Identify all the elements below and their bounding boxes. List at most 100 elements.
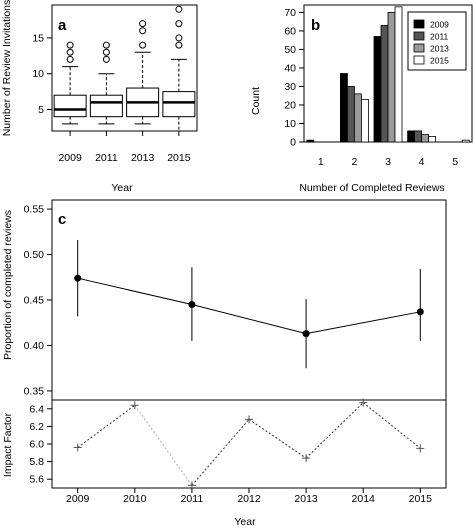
panel-b-ytick-label: 60 — [284, 25, 296, 37]
panel-c-point — [416, 308, 424, 316]
panel-c-xtick-label: 2010 — [123, 493, 147, 505]
panel-a-outlier — [175, 5, 183, 13]
panel-c-ytick-label: 0.40 — [24, 340, 45, 352]
panel-b-bar — [353, 93, 362, 143]
panel-b-xtick-label: 3 — [385, 156, 391, 168]
panel-b-bar — [387, 12, 396, 143]
panel-a-ytick-label: 10 — [32, 68, 44, 80]
panel-c-point — [74, 274, 82, 282]
panel-a-outlier — [139, 41, 147, 49]
panel-b-legend-swatch — [413, 19, 425, 29]
panel-c-xtick-label: 2015 — [409, 493, 433, 505]
panel-b-legend-label: 2015 — [430, 56, 449, 66]
panel-b-xtick-label: 5 — [452, 156, 458, 168]
panel-a-outlier — [66, 48, 74, 56]
panel-c-xlabel: Year — [234, 516, 256, 528]
panel-b-xtick-label: 1 — [318, 156, 324, 168]
panel-a-xtick-label: 2011 — [95, 152, 118, 164]
panel-b-legend-label: 2011 — [430, 32, 449, 42]
panel-a-outlier — [139, 20, 147, 28]
panel-a-outlier — [102, 41, 110, 49]
panel-b-bar — [414, 130, 423, 143]
panel-b-bar — [428, 136, 437, 143]
panel-b-bar — [461, 139, 470, 143]
panel-c-impact-segment — [362, 402, 421, 449]
panel-b-legend-swatch — [413, 43, 425, 53]
panel-a-outlier — [102, 55, 110, 63]
panel-b-bar-chart: b Number of Completed Reviews Count 0 10 2… — [250, 4, 473, 194]
panel-b-xtick-label: 4 — [419, 156, 425, 168]
panel-c-ytick-label: 0.55 — [24, 204, 45, 216]
panel-c-lower-ytick-label: 6.4 — [29, 403, 44, 415]
panel-c-ytick-label: 0.45 — [24, 295, 45, 307]
panel-a-xlabel: Year — [111, 182, 133, 194]
panel-c-ytick-label: 0.50 — [24, 249, 45, 261]
panel-b-bar — [306, 139, 315, 143]
panel-b-legend-swatch — [413, 55, 425, 65]
panel-c-frame — [51, 199, 447, 489]
panel-a-outlier — [175, 34, 183, 42]
panel-a-boxplot: a Year Number of Review Invitations 5 10 1… — [1, 0, 198, 194]
panel-c-impact-segment — [248, 418, 307, 459]
panel-c-lower-ytick-label: 5.8 — [29, 456, 44, 468]
panel-b-ytick-label: 40 — [284, 62, 296, 74]
panel-b-bar — [373, 36, 382, 143]
panel-b-ytick-label: 50 — [284, 44, 296, 56]
panel-a-outlier — [66, 55, 74, 63]
panel-b-bar — [394, 6, 403, 143]
panel-a-box — [89, 94, 123, 118]
panel-a-outlier — [175, 41, 183, 49]
panel-b-bar — [339, 73, 348, 143]
panel-b-xtick-label: 2 — [351, 156, 357, 168]
panel-b-bar — [407, 130, 416, 143]
panel-a-box — [53, 94, 87, 118]
panel-c-xtick-label: 2009 — [66, 493, 90, 505]
panel-a-outlier — [139, 27, 147, 35]
panel-c-label: c — [58, 211, 66, 228]
panel-b-xlabel: Number of Completed Reviews — [299, 182, 444, 194]
panel-b-ytick-label: 30 — [284, 81, 296, 93]
panel-b-legend-swatch — [413, 31, 425, 41]
panel-b-bar — [380, 24, 389, 143]
panel-a-outlier — [175, 20, 183, 28]
panel-b-ytick-label: 10 — [284, 118, 296, 130]
panel-c-xtick-label: 2013 — [294, 493, 318, 505]
panel-c-lower-ytick-label: 6.2 — [29, 421, 44, 433]
panel-b-label: b — [311, 17, 320, 34]
panel-b-ytick-label: 0 — [290, 137, 296, 149]
panel-a-outlier — [66, 41, 74, 49]
panel-c-impact-segment — [191, 419, 250, 486]
panel-c-ytick-label: 0.35 — [24, 385, 45, 397]
panel-c-impact-segment — [305, 402, 364, 459]
panel-c-impact-segment — [77, 404, 136, 448]
panel-a-xtick-label: 2013 — [131, 152, 155, 164]
panel-b-ytick-label: 70 — [284, 7, 296, 19]
panel-b-bar — [346, 86, 355, 143]
panel-a-outlier — [102, 48, 110, 56]
panel-c-xtick-label: 2012 — [237, 493, 261, 505]
panel-b-ytick-label: 20 — [284, 99, 296, 111]
panel-b-legend: 2009 2011 2013 2015 — [407, 11, 467, 71]
panel-c-lower-ytick-label: 6.0 — [29, 439, 44, 451]
panel-b-bar — [360, 99, 369, 143]
panel-a-label: a — [58, 17, 67, 34]
panel-c-xtick-label: 2014 — [352, 493, 376, 505]
panel-a-ylabel: Number of Review Invitations — [1, 0, 13, 136]
panel-c-point — [188, 301, 196, 309]
panel-c-lower-ytick-label: 5.6 — [29, 474, 44, 486]
panel-a-ytick-label: 5 — [38, 104, 44, 116]
panel-a-xtick-label: 2009 — [58, 152, 82, 164]
panel-b-legend-label: 2013 — [430, 44, 449, 54]
panel-b-ylabel: Count — [250, 87, 262, 115]
panel-b-bar — [421, 134, 430, 143]
panel-c-impact-segment — [134, 404, 193, 486]
panel-c-line-chart: c Year Proportion of completed reviews I… — [2, 199, 447, 528]
panel-a-box — [162, 91, 196, 118]
panel-c-ylabel-top: Proportion of completed reviews — [2, 210, 14, 360]
panel-a-frame — [51, 4, 198, 132]
panel-a-xtick-label: 2015 — [167, 152, 191, 164]
panel-a-ytick-label: 15 — [32, 32, 44, 44]
panel-c-proportion-line — [77, 277, 421, 335]
panel-c-ylabel-bottom: Impact Factor — [2, 412, 14, 477]
